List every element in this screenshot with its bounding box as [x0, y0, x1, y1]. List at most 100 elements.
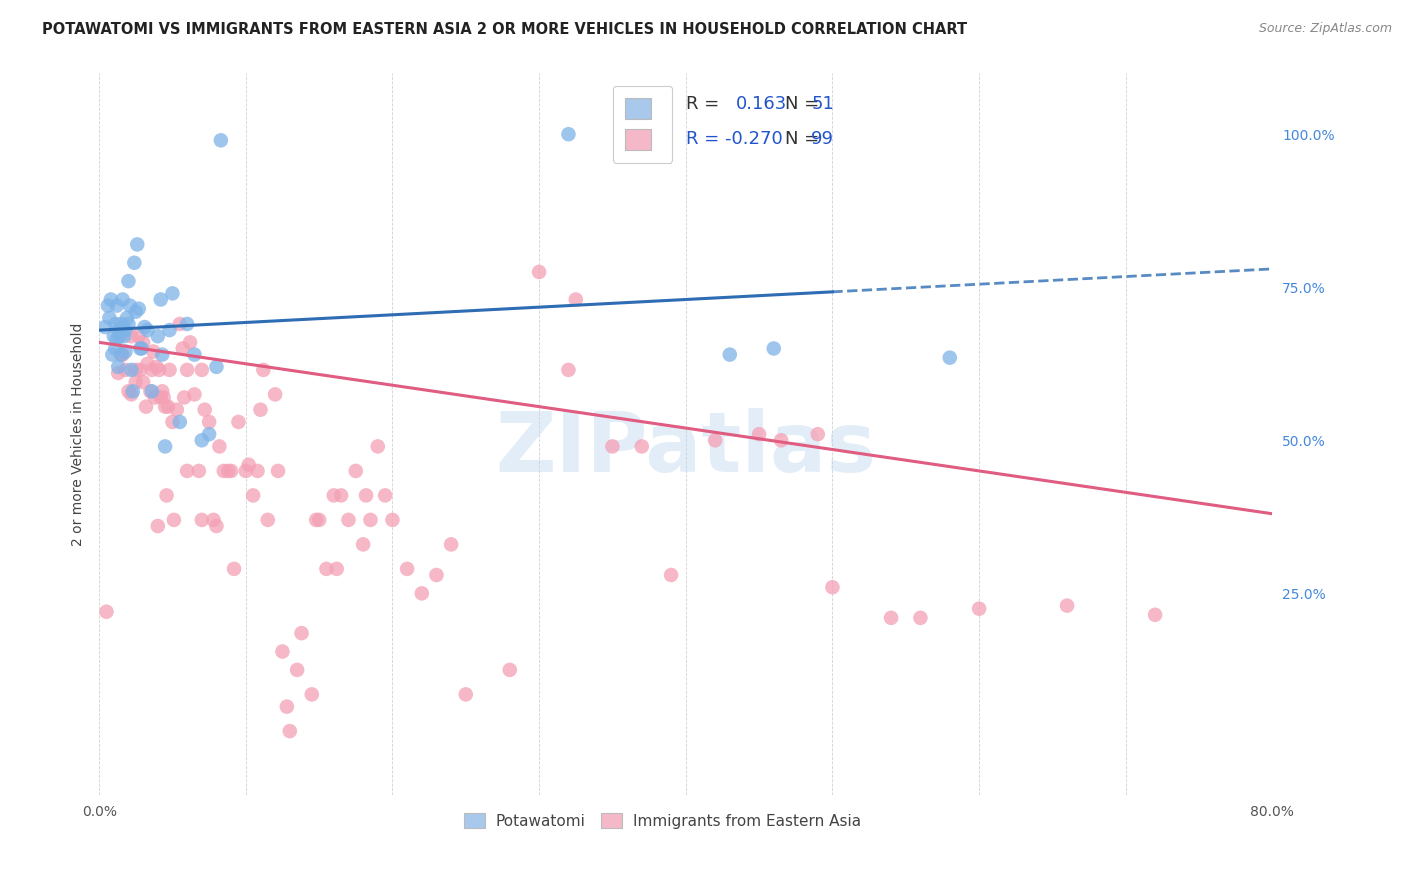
Point: [704, 434, 727, 448]
Point: [111, 348, 134, 362]
Point: [198, 415, 221, 429]
Point: [169, 317, 191, 331]
Point: [325, 562, 347, 576]
Point: [110, 348, 132, 362]
Point: [315, 562, 337, 576]
Point: [267, 464, 290, 478]
Point: [120, 387, 142, 401]
Point: [118, 299, 141, 313]
Point: [264, 387, 287, 401]
Point: [212, 464, 235, 478]
Point: [557, 363, 579, 377]
Point: [939, 351, 962, 365]
Point: [114, 363, 136, 377]
Point: [322, 488, 344, 502]
Point: [128, 301, 150, 316]
Point: [114, 323, 136, 337]
Point: [762, 342, 785, 356]
Point: [967, 601, 990, 615]
Text: 0.163: 0.163: [737, 95, 787, 113]
Text: POTAWATOMI VS IMMIGRANTS FROM EASTERN ASIA 2 OR MORE VEHICLES IN HOUSEHOLD CORRE: POTAWATOMI VS IMMIGRANTS FROM EASTERN AS…: [42, 22, 967, 37]
Point: [125, 375, 148, 389]
Point: [96, 605, 118, 619]
Text: R =: R =: [686, 95, 718, 113]
Point: [1056, 599, 1078, 613]
Point: [183, 387, 205, 401]
Point: [166, 402, 188, 417]
Point: [187, 464, 209, 478]
Point: [880, 611, 903, 625]
Point: [150, 384, 173, 399]
Point: [110, 348, 132, 362]
Point: [129, 342, 152, 356]
Point: [256, 513, 278, 527]
Point: [718, 348, 741, 362]
Point: [139, 384, 162, 399]
Point: [202, 513, 225, 527]
Point: [367, 439, 389, 453]
Point: [179, 335, 201, 350]
Point: [105, 332, 128, 346]
Point: [112, 329, 135, 343]
Point: [155, 488, 177, 502]
Point: [107, 366, 129, 380]
Point: [127, 237, 149, 252]
Point: [278, 724, 301, 739]
Point: [337, 513, 360, 527]
Point: [131, 342, 153, 356]
Point: [111, 293, 134, 307]
Point: [146, 519, 169, 533]
Point: [153, 439, 176, 453]
Point: [117, 317, 139, 331]
Point: [219, 464, 242, 478]
Point: [271, 644, 294, 658]
Point: [103, 329, 125, 343]
Point: [821, 580, 844, 594]
Point: [117, 274, 139, 288]
Point: [359, 513, 381, 527]
Point: [354, 488, 377, 502]
Point: [276, 699, 298, 714]
Point: [169, 415, 191, 429]
Text: ZIPatlas: ZIPatlas: [495, 409, 876, 489]
Point: [134, 320, 156, 334]
Point: [557, 127, 579, 141]
Point: [132, 375, 155, 389]
Text: Source: ZipAtlas.com: Source: ZipAtlas.com: [1258, 22, 1392, 36]
Point: [150, 348, 173, 362]
Point: [107, 323, 129, 337]
Text: N =: N =: [786, 130, 820, 148]
Point: [301, 687, 323, 701]
Point: [98, 310, 121, 325]
Point: [290, 626, 312, 640]
Point: [330, 488, 353, 502]
Point: [176, 363, 198, 377]
Point: [146, 329, 169, 343]
Point: [228, 415, 250, 429]
Point: [176, 464, 198, 478]
Point: [217, 464, 239, 478]
Point: [425, 568, 447, 582]
Point: [242, 488, 264, 502]
Legend: Potawatomi, Immigrants from Eastern Asia: Potawatomi, Immigrants from Eastern Asia: [457, 807, 868, 835]
Point: [440, 537, 463, 551]
Point: [149, 293, 172, 307]
Point: [143, 391, 166, 405]
Point: [107, 359, 129, 374]
Point: [183, 348, 205, 362]
Text: R = -0.270: R = -0.270: [686, 130, 783, 148]
Point: [125, 363, 148, 377]
Point: [910, 611, 932, 625]
Point: [142, 344, 165, 359]
Point: [205, 519, 228, 533]
Point: [238, 458, 260, 472]
Point: [110, 317, 132, 331]
Point: [159, 363, 181, 377]
Point: [305, 513, 328, 527]
Text: 99: 99: [811, 130, 834, 148]
Point: [249, 402, 271, 417]
Point: [396, 562, 419, 576]
Point: [97, 299, 120, 313]
Point: [101, 348, 124, 362]
Y-axis label: 2 or more Vehicles in Household: 2 or more Vehicles in Household: [72, 323, 86, 546]
